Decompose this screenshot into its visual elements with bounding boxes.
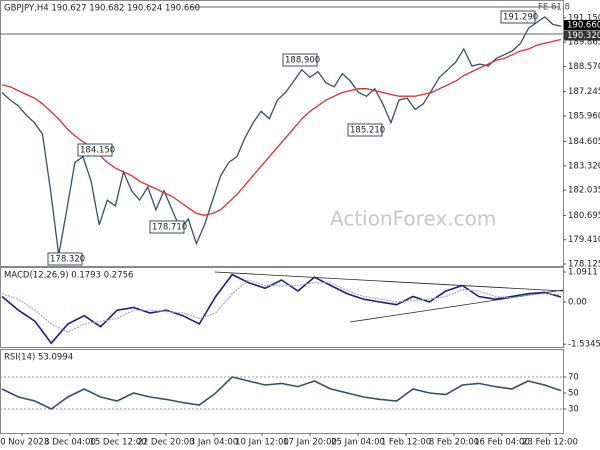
- annotation-box: [500, 10, 536, 24]
- annotation: 191.290: [503, 13, 538, 23]
- y-tick-label: 184.605: [568, 137, 600, 147]
- x-tick-label: 15 Dec 12:00: [89, 438, 146, 448]
- y-tick-label: 182.035: [568, 186, 600, 196]
- y-tick-label: 189.865: [568, 38, 600, 48]
- series-line: [1, 376, 562, 410]
- annotation: 188.900: [285, 56, 320, 66]
- x-tick-label: 8 Dec 04:00: [44, 438, 96, 448]
- annotation: 184.150: [80, 146, 115, 156]
- x-tick-label: 3 Jan 04:00: [190, 438, 238, 448]
- y-tick-label: 179.410: [568, 235, 600, 245]
- x-tick-label: 23 Feb 12:00: [522, 438, 578, 448]
- y-tick-label: 30: [568, 405, 579, 415]
- annotation-box: [282, 53, 318, 67]
- y-tick-label: 0.00: [568, 297, 587, 307]
- annotation-box: [149, 220, 185, 234]
- y-tick-label: 1.0911: [568, 267, 598, 277]
- y-tick-label: 183.320: [568, 161, 600, 171]
- series-line: [1, 16, 562, 256]
- y-tick-label: 50: [568, 389, 579, 399]
- annotation: 185.210: [350, 126, 385, 136]
- y-tick-label: 178.125: [568, 260, 600, 270]
- series-line: [1, 273, 562, 345]
- y-tick-label: 188.570: [568, 62, 600, 72]
- x-tick-label: 30 Nov 2023: [0, 438, 49, 448]
- price-tag-box: [564, 20, 600, 31]
- watermark: ActionForex.com: [330, 207, 496, 231]
- x-tick-label: 17 Jan 20:00: [283, 438, 337, 448]
- y-tick-label: 185.960: [568, 111, 600, 121]
- trend-line: [214, 271, 564, 292]
- y-tick-label: 191.150: [568, 13, 600, 23]
- x-tick-label: 22 Dec 20:00: [137, 438, 194, 448]
- rsi-title: RSI(14) 53.0994: [4, 353, 73, 363]
- series-line: [1, 279, 562, 333]
- price-tag-box: [564, 30, 600, 41]
- price-panel: [0, 0, 564, 267]
- annotation: FE 61.8: [538, 3, 570, 13]
- x-tick-label: 1 Feb 12:00: [381, 438, 431, 448]
- y-tick-label: 180.695: [568, 211, 600, 221]
- annotation: 178.320: [50, 255, 85, 265]
- macd-panel: [0, 267, 564, 348]
- rsi-panel: [0, 349, 564, 434]
- price-title: GBPJPY,H4 190.627 190.682 190.624 190.66…: [4, 4, 200, 14]
- annotation-box: [77, 143, 113, 157]
- y-tick-label: 70: [568, 373, 579, 383]
- annotation: 178.710: [152, 223, 187, 233]
- macd-title: MACD(12,26,9) 0.1793 0.2756: [4, 271, 133, 281]
- x-tick-label: 10 Jan 12:00: [235, 438, 289, 448]
- annotation-box: [347, 123, 383, 137]
- y-tick-label: 187.245: [568, 87, 600, 97]
- price-tag: 190.660: [567, 21, 600, 31]
- price-tag: 190.320: [567, 31, 600, 41]
- annotation-box: [47, 252, 83, 266]
- x-tick-label: 16 Feb 04:00: [474, 438, 530, 448]
- y-tick-label: -1.5345: [568, 340, 600, 350]
- x-tick-label: 8 Feb 20:00: [429, 438, 479, 448]
- x-tick-label: 25 Jan 04:00: [331, 438, 385, 448]
